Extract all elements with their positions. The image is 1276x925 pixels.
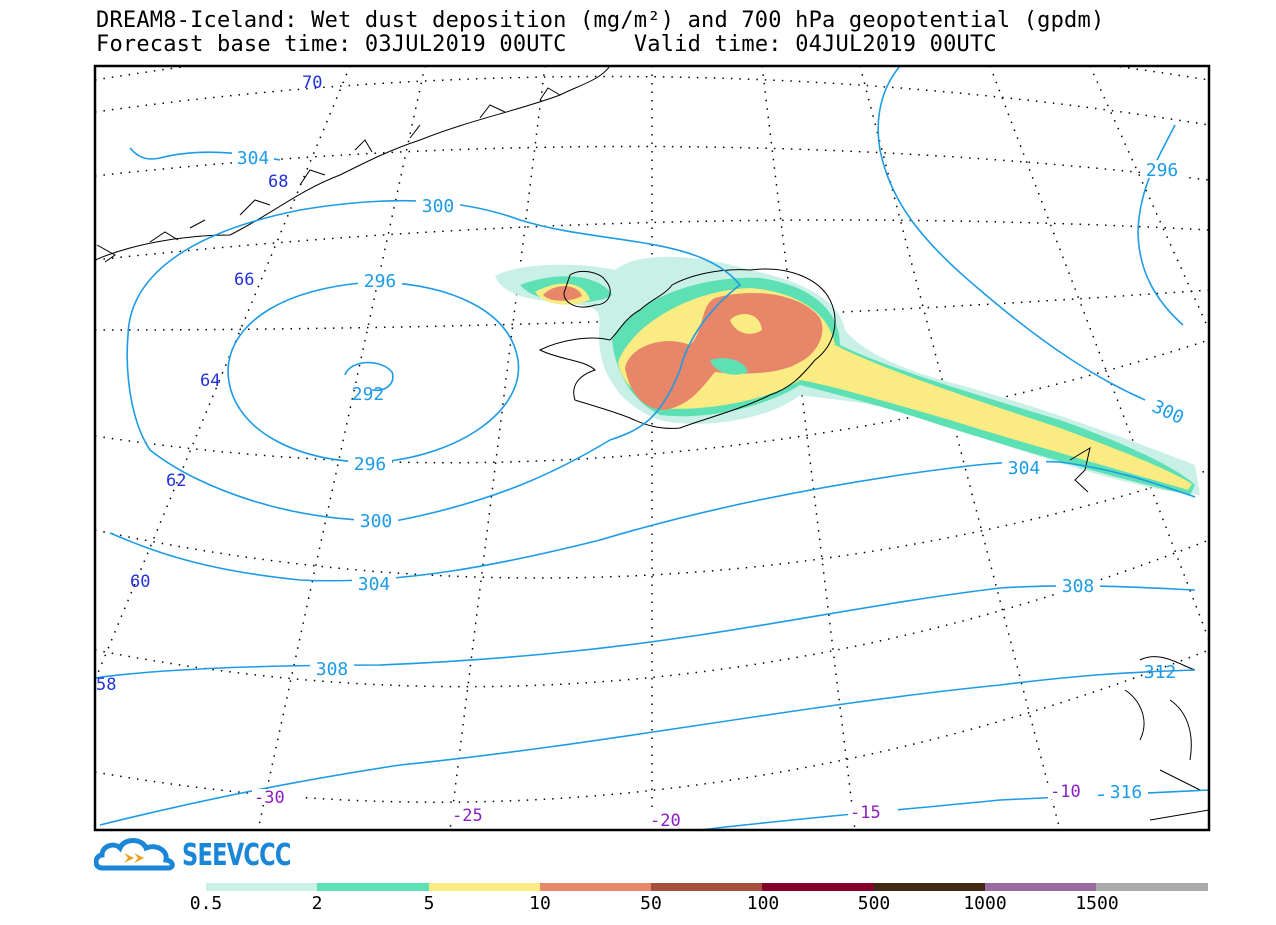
seevccc-cloud-icon <box>94 838 175 871</box>
colorbar <box>206 883 1208 891</box>
contour-label: 292 <box>352 384 385 405</box>
latitude-label: 66 <box>234 270 254 290</box>
contour-label: 316 <box>1110 782 1143 803</box>
colorbar-swatch <box>317 883 429 891</box>
latitude-label: 68 <box>268 172 288 192</box>
colorbar-tick: 100 <box>746 893 780 914</box>
colorbar-swatch <box>206 883 318 891</box>
contour-label: 308 <box>316 659 349 680</box>
latitude-label: 60 <box>130 572 150 592</box>
longitude-label: -20 <box>650 811 681 831</box>
colorbar-swatch <box>873 883 986 891</box>
longitude-label: -10 <box>1050 782 1081 802</box>
seevccc-logo-text: SEEVCCC <box>182 838 291 873</box>
contour-label: 312 <box>1144 662 1177 683</box>
contour-label: 296 <box>364 271 397 292</box>
colorbar-swatch <box>539 883 652 891</box>
contour-label: 300 <box>360 511 393 532</box>
contour-label: 300 <box>1149 396 1187 429</box>
contour-label: 304 <box>358 574 391 595</box>
colorbar-swatch <box>428 883 540 891</box>
colorbar-tick: 1000 <box>963 893 1007 914</box>
map-frame <box>93 64 1211 832</box>
title-line-2: Forecast base time: 03JUL2019 00UTC Vali… <box>96 34 997 56</box>
coastlines <box>95 66 1209 821</box>
colorbar-swatch <box>762 883 874 891</box>
longitude-label: -25 <box>452 806 483 826</box>
colorbar-swatch <box>651 883 763 891</box>
longitude-label: -15 <box>850 803 881 823</box>
contour-label: 296 <box>354 454 387 475</box>
base-time: 03JUL2019 00UTC <box>364 32 567 57</box>
longitude-gridlines <box>95 66 1209 830</box>
title-line-1: DREAM8-Iceland: Wet dust deposition (mg/… <box>96 8 1105 33</box>
latitude-label: 58 <box>96 675 116 695</box>
colorbar-tick: 50 <box>640 893 662 914</box>
colorbar-tick: 0.5 <box>189 893 223 914</box>
colorbar-tick: 10 <box>529 893 551 914</box>
latitude-label: 62 <box>166 471 186 491</box>
colorbar-swatch <box>1096 883 1208 891</box>
latitude-label: 64 <box>200 371 220 391</box>
contour-label: 296 <box>1146 160 1179 181</box>
latitude-gridlines <box>95 66 1209 803</box>
contour-label: 304 <box>237 148 270 169</box>
dust-deposition-field <box>495 256 1200 495</box>
colorbar-swatch <box>985 883 1097 891</box>
colorbar-tick: 2 <box>311 893 323 914</box>
latitude-label: 70 <box>302 73 322 93</box>
colorbar-tick: 1500 <box>1075 893 1119 914</box>
colorbar-tick: 500 <box>857 893 891 914</box>
longitude-label: -30 <box>254 788 285 808</box>
colorbar-tick: 5 <box>423 893 435 914</box>
valid-time: 04JUL2019 00UTC <box>795 32 997 57</box>
contour-label: 300 <box>422 196 455 217</box>
contour-label: 308 <box>1062 576 1095 597</box>
valid-label: Valid time: <box>633 32 782 57</box>
contour-label: 304 <box>1008 458 1041 479</box>
base-label: Forecast base time: <box>96 32 352 57</box>
